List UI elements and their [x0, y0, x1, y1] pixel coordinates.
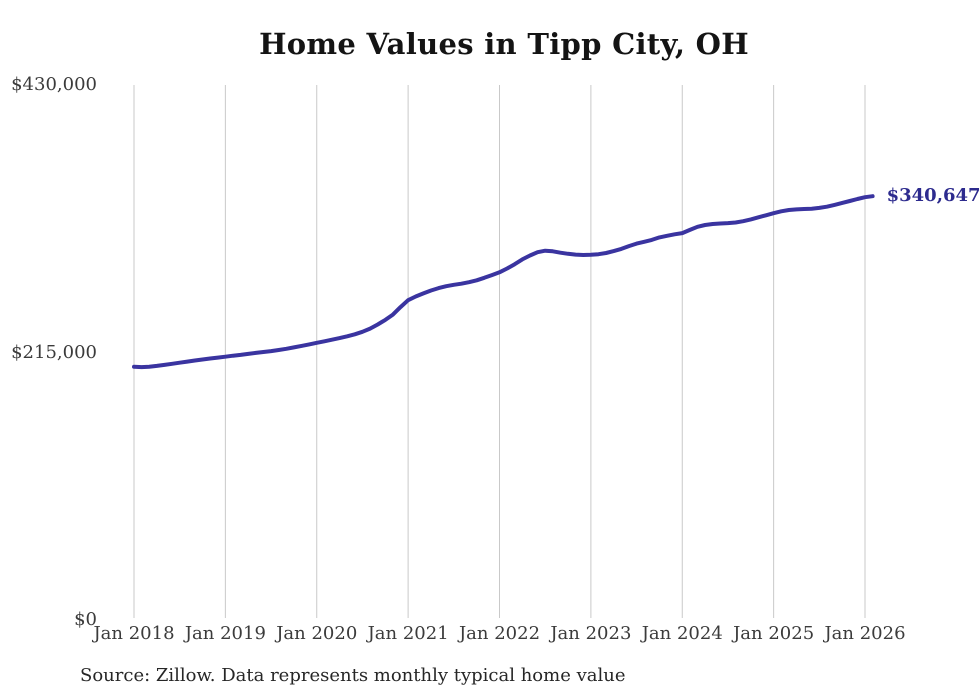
latest-value-label: $340,647 — [886, 185, 980, 207]
source-note: Source: Zillow. Data represents monthly … — [80, 665, 626, 686]
x-tick-label: Jan 2021 — [367, 623, 449, 644]
y-tick-label: $215,000 — [11, 341, 97, 363]
x-tick-label: Jan 2020 — [276, 623, 358, 644]
chart-title: Home Values in Tipp City, OH — [259, 27, 749, 61]
x-tick-label: Jan 2026 — [824, 623, 906, 644]
x-tick-label: Jan 2025 — [733, 623, 815, 644]
y-tick-label: $0 — [74, 609, 97, 630]
home-value-line — [132, 194, 875, 370]
y-tick-label: $430,000 — [11, 74, 97, 95]
x-tick-label: Jan 2023 — [550, 623, 632, 644]
vertical-gridlines — [133, 85, 866, 618]
x-tick-label: Jan 2019 — [184, 623, 266, 644]
x-tick-label: Jan 2024 — [641, 623, 723, 644]
x-tick-label: Jan 2018 — [93, 623, 175, 644]
x-tick-label: Jan 2022 — [458, 623, 541, 644]
